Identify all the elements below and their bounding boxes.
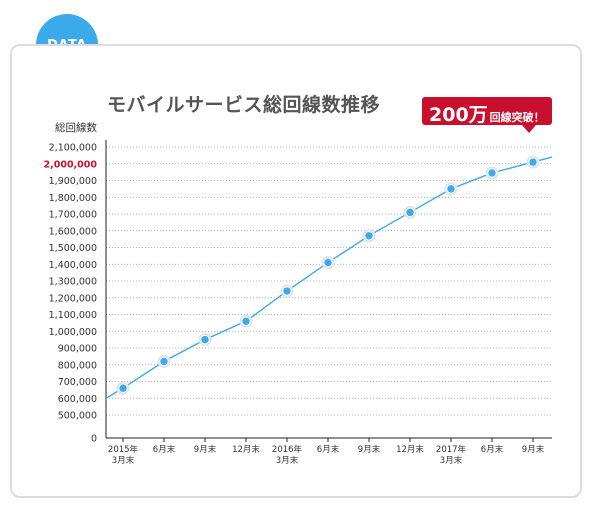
data-point (118, 383, 128, 393)
x-tick-label: 2015年 (108, 444, 139, 455)
y-tick-label: 500,000 (58, 411, 97, 422)
y-axis-label: 総回線数 (55, 122, 97, 134)
x-tick-label: 6月末 (153, 444, 176, 455)
data-point (487, 168, 497, 178)
x-tick-label: 9月末 (194, 444, 217, 455)
y-tick-label: 1,900,000 (49, 176, 97, 187)
x-tick-label: 6月末 (481, 444, 504, 455)
data-point (159, 356, 169, 367)
y-tick-label: 900,000 (58, 344, 97, 355)
y-tick-label: 1,200,000 (49, 293, 97, 304)
y-tick-label: 1,300,000 (49, 277, 97, 288)
callout-pointer (522, 125, 536, 133)
y-tick-label: 0 (91, 434, 97, 445)
y-tick-label: 2,000,000 (44, 159, 98, 170)
data-point (446, 184, 456, 194)
data-point (282, 286, 292, 296)
x-tick-label: 3月末 (276, 455, 299, 466)
x-tick-label: 12月末 (396, 444, 424, 455)
data-point (528, 157, 538, 167)
callout-small-text: 回線突破！ (489, 111, 545, 124)
x-tick-label: 9月末 (358, 444, 381, 455)
y-tick-label: 2,100,000 (49, 143, 97, 154)
y-tick-label: 1,500,000 (49, 243, 97, 254)
y-tick-label: 1,100,000 (49, 310, 97, 321)
x-tick-label: 2017年 (436, 444, 467, 455)
x-tick-label: 6月末 (317, 444, 340, 455)
y-tick-label: 600,000 (58, 394, 97, 405)
y-tick-label: 1,400,000 (49, 260, 97, 271)
x-tick-label: 3月末 (112, 455, 135, 466)
x-tick-label: 9月末 (522, 444, 545, 455)
data-point (364, 231, 374, 241)
data-point (241, 316, 251, 326)
x-tick-label: 3月末 (440, 455, 463, 466)
x-tick-label: 12月末 (232, 444, 260, 455)
data-point (200, 334, 210, 345)
callout-big-text: 200万 (429, 104, 488, 126)
milestone-callout: 200万 回線突破！ (422, 97, 552, 133)
data-point (405, 207, 415, 218)
series-line (105, 156, 553, 399)
y-tick-label: 1,600,000 (49, 226, 97, 237)
x-tick-label: 2016年 (272, 444, 303, 455)
y-tick-label: 800,000 (58, 360, 97, 371)
y-tick-label: 1,000,000 (49, 327, 97, 338)
y-tick-label: 1,800,000 (49, 193, 97, 204)
chart-title: モバイルサービス総回線数推移 (107, 94, 381, 116)
y-tick-label: 1,700,000 (49, 210, 97, 221)
y-tick-label: 700,000 (58, 377, 97, 388)
data-point (323, 257, 333, 268)
